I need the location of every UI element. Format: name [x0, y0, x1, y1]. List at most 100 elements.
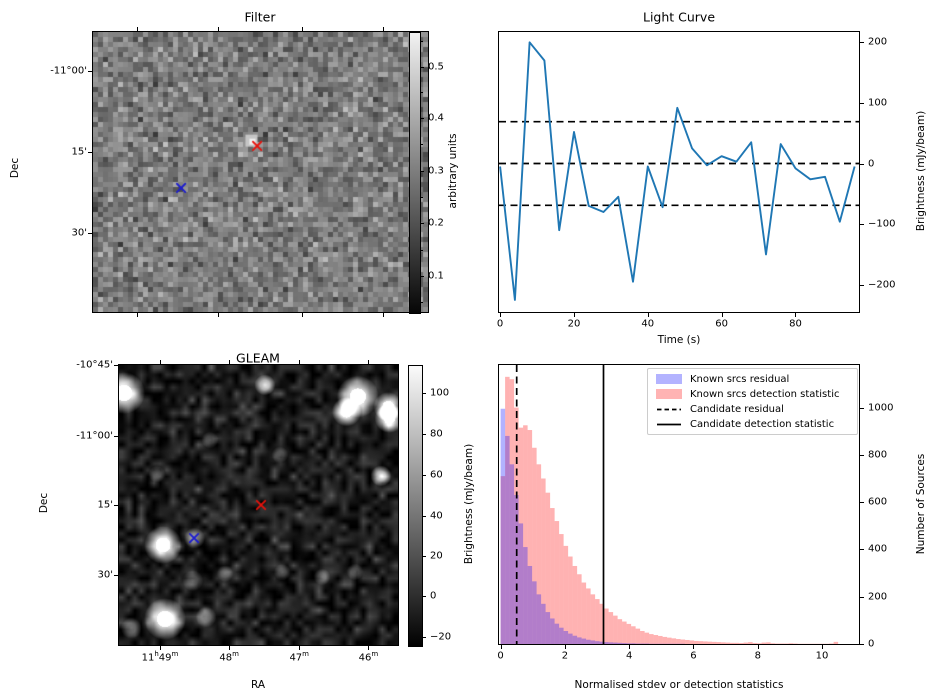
hist-bar-known-residual — [604, 642, 609, 644]
hist-bar-known-detection — [545, 492, 551, 644]
tick-label: 1000 — [868, 402, 894, 414]
hist-bar-known-detection — [500, 476, 506, 644]
tick-label: 60 — [715, 318, 729, 330]
legend-label: Known srcs detection statistic — [690, 388, 840, 400]
light-curve-x-axis-label: Time (s) — [657, 334, 701, 346]
tick-mark — [420, 118, 424, 120]
tick-mark — [368, 646, 370, 650]
hist-bar-known-detection — [680, 639, 686, 644]
hist-bar-known-detection — [703, 641, 708, 644]
tick-label: 0.3 — [428, 165, 444, 177]
dashed-line-icon — [657, 408, 681, 410]
hist-bar-known-residual — [622, 643, 627, 644]
hist-bar-known-detection — [725, 642, 731, 644]
tick-mark — [420, 66, 424, 68]
tick-label: 47m — [289, 650, 309, 664]
tick-label: 8 — [754, 650, 761, 662]
filter-colorbar — [409, 32, 421, 314]
tick-label: -10°45' — [76, 359, 113, 371]
hist-bar-known-detection — [766, 642, 771, 644]
hist-bar-known-detection — [536, 464, 542, 644]
tick-label: 11h49m — [141, 650, 179, 664]
tick-label: 15' — [71, 146, 87, 158]
tick-mark — [822, 645, 824, 649]
tick-label: 0 — [496, 318, 504, 330]
hist-bar-known-detection — [653, 635, 659, 644]
known-detection-swatch-icon — [656, 389, 682, 399]
hist-bar-known-residual — [563, 631, 569, 644]
tick-mark — [114, 436, 118, 438]
tick-label: 40 — [641, 318, 655, 330]
hist-bar-known-detection — [532, 447, 537, 644]
hist-bar-known-residual — [581, 638, 587, 644]
hist-bar-known-detection — [685, 639, 690, 644]
gleam-title: GLEAM — [236, 350, 280, 366]
light-curve-plot — [499, 41, 859, 301]
tick-mark — [229, 360, 231, 364]
hist-bar-known-detection — [518, 427, 524, 644]
minor-tick-mark — [420, 301, 423, 303]
hist-bar-known-detection — [613, 615, 618, 644]
gleam-y-axis-label: Dec — [38, 492, 50, 514]
hist-bar-known-detection — [586, 588, 591, 644]
tick-mark — [860, 596, 864, 598]
tick-label: 20 — [430, 550, 443, 562]
tick-label: 80 — [789, 318, 802, 330]
tick-mark — [860, 163, 864, 165]
hist-bar-known-detection — [599, 603, 605, 644]
tick-mark — [795, 313, 797, 317]
tick-mark — [160, 360, 161, 364]
tick-mark — [422, 556, 426, 558]
hist-bar-known-detection — [550, 508, 555, 644]
hist-bar-known-detection — [658, 635, 663, 644]
hist-bar-known-detection — [514, 407, 519, 644]
tick-label: −200 — [868, 279, 896, 291]
tick-mark — [721, 313, 723, 317]
light-curve-line — [499, 41, 856, 301]
tick-mark — [860, 42, 864, 44]
tick-mark — [860, 502, 864, 504]
light-curve-y-axis-label: Brightness (mJy/beam) — [915, 110, 927, 232]
tick-label: 30' — [71, 227, 87, 239]
legend-item-candidate-residual: Candidate residual — [648, 402, 857, 416]
tick-label: −20 — [430, 631, 452, 643]
hist-bar-known-detection — [595, 599, 600, 644]
tick-mark — [573, 313, 575, 317]
tick-mark — [422, 636, 426, 638]
hist-bar-known-detection — [770, 643, 776, 644]
minor-tick-mark — [420, 249, 423, 251]
tick-mark — [218, 27, 220, 31]
hist-bar-known-detection — [523, 425, 528, 644]
tick-mark — [420, 275, 424, 277]
hist-bar-known-detection — [572, 565, 578, 644]
tick-mark — [629, 645, 631, 649]
tick-label: 60 — [430, 469, 443, 481]
gleam-colorbar — [408, 365, 423, 647]
tick-label: 200 — [868, 36, 888, 48]
tick-mark — [860, 644, 864, 645]
tick-mark — [422, 596, 426, 598]
tick-label: 10 — [815, 650, 829, 662]
hist-bar-known-detection — [734, 642, 740, 644]
hist-bar-known-residual — [586, 639, 591, 644]
hist-bar-known-residual — [550, 618, 555, 644]
hist-bar-known-detection — [505, 376, 510, 644]
hist-bar-known-detection — [757, 643, 762, 644]
tick-label: 200 — [868, 591, 888, 603]
tick-mark — [229, 646, 231, 650]
hist-bar-known-detection — [649, 634, 654, 644]
hist-bar-known-detection — [662, 636, 668, 644]
hist-bar-known-residual — [500, 408, 506, 644]
tick-label: 0.5 — [428, 61, 444, 73]
tick-mark — [422, 393, 426, 395]
histogram-x-axis-label: Normalised stdev or detection statistics — [574, 679, 784, 691]
tick-label: 20 — [567, 318, 581, 330]
tick-mark — [88, 152, 92, 154]
hist-bar-known-detection — [622, 621, 627, 644]
hist-bar-known-detection — [509, 379, 515, 644]
legend-label: Candidate residual — [690, 403, 784, 415]
tick-label: 0 — [497, 650, 504, 662]
tick-mark — [88, 70, 92, 72]
hist-bar-known-detection — [577, 574, 582, 644]
tick-mark — [757, 645, 759, 649]
